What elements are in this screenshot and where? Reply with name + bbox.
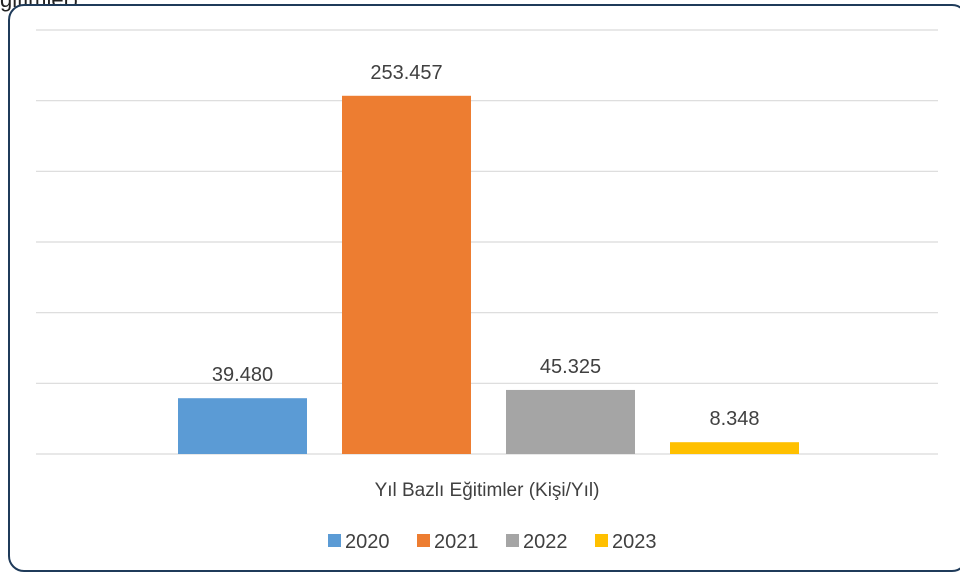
- legend-item-2020: 2020: [328, 531, 390, 553]
- bar-2021: [342, 95, 471, 455]
- legend-swatch-2020: [328, 534, 341, 547]
- legend: 2020 2021 2022 2023: [328, 531, 657, 553]
- data-labels: 39.480 253.457 45.325 8.348: [212, 62, 760, 430]
- legend-item-2021: 2021: [417, 531, 479, 553]
- legend-label-2022: 2022: [523, 531, 568, 553]
- data-label-2022: 45.325: [540, 356, 601, 378]
- legend-swatch-2023: [595, 534, 608, 547]
- bar-2023: [670, 442, 799, 454]
- legend-label-2023: 2023: [612, 531, 657, 553]
- data-label-2023: 8.348: [709, 408, 759, 430]
- bars: [178, 95, 799, 455]
- x-axis-label: Yıl Bazlı Eğitimler (Kişi/Yıl): [375, 480, 600, 501]
- bar-2020: [178, 398, 307, 454]
- legend-label-2020: 2020: [345, 531, 390, 553]
- legend-item-2022: 2022: [506, 531, 568, 553]
- legend-swatch-2021: [417, 534, 430, 547]
- chart-frame: [8, 4, 960, 572]
- data-label-2020: 39.480: [212, 364, 273, 386]
- gridlines: [36, 29, 938, 455]
- legend-item-2023: 2023: [595, 531, 657, 553]
- bar-2022: [506, 389, 635, 454]
- data-label-2021: 253.457: [370, 62, 442, 84]
- legend-label-2021: 2021: [434, 531, 479, 553]
- legend-swatch-2022: [506, 534, 519, 547]
